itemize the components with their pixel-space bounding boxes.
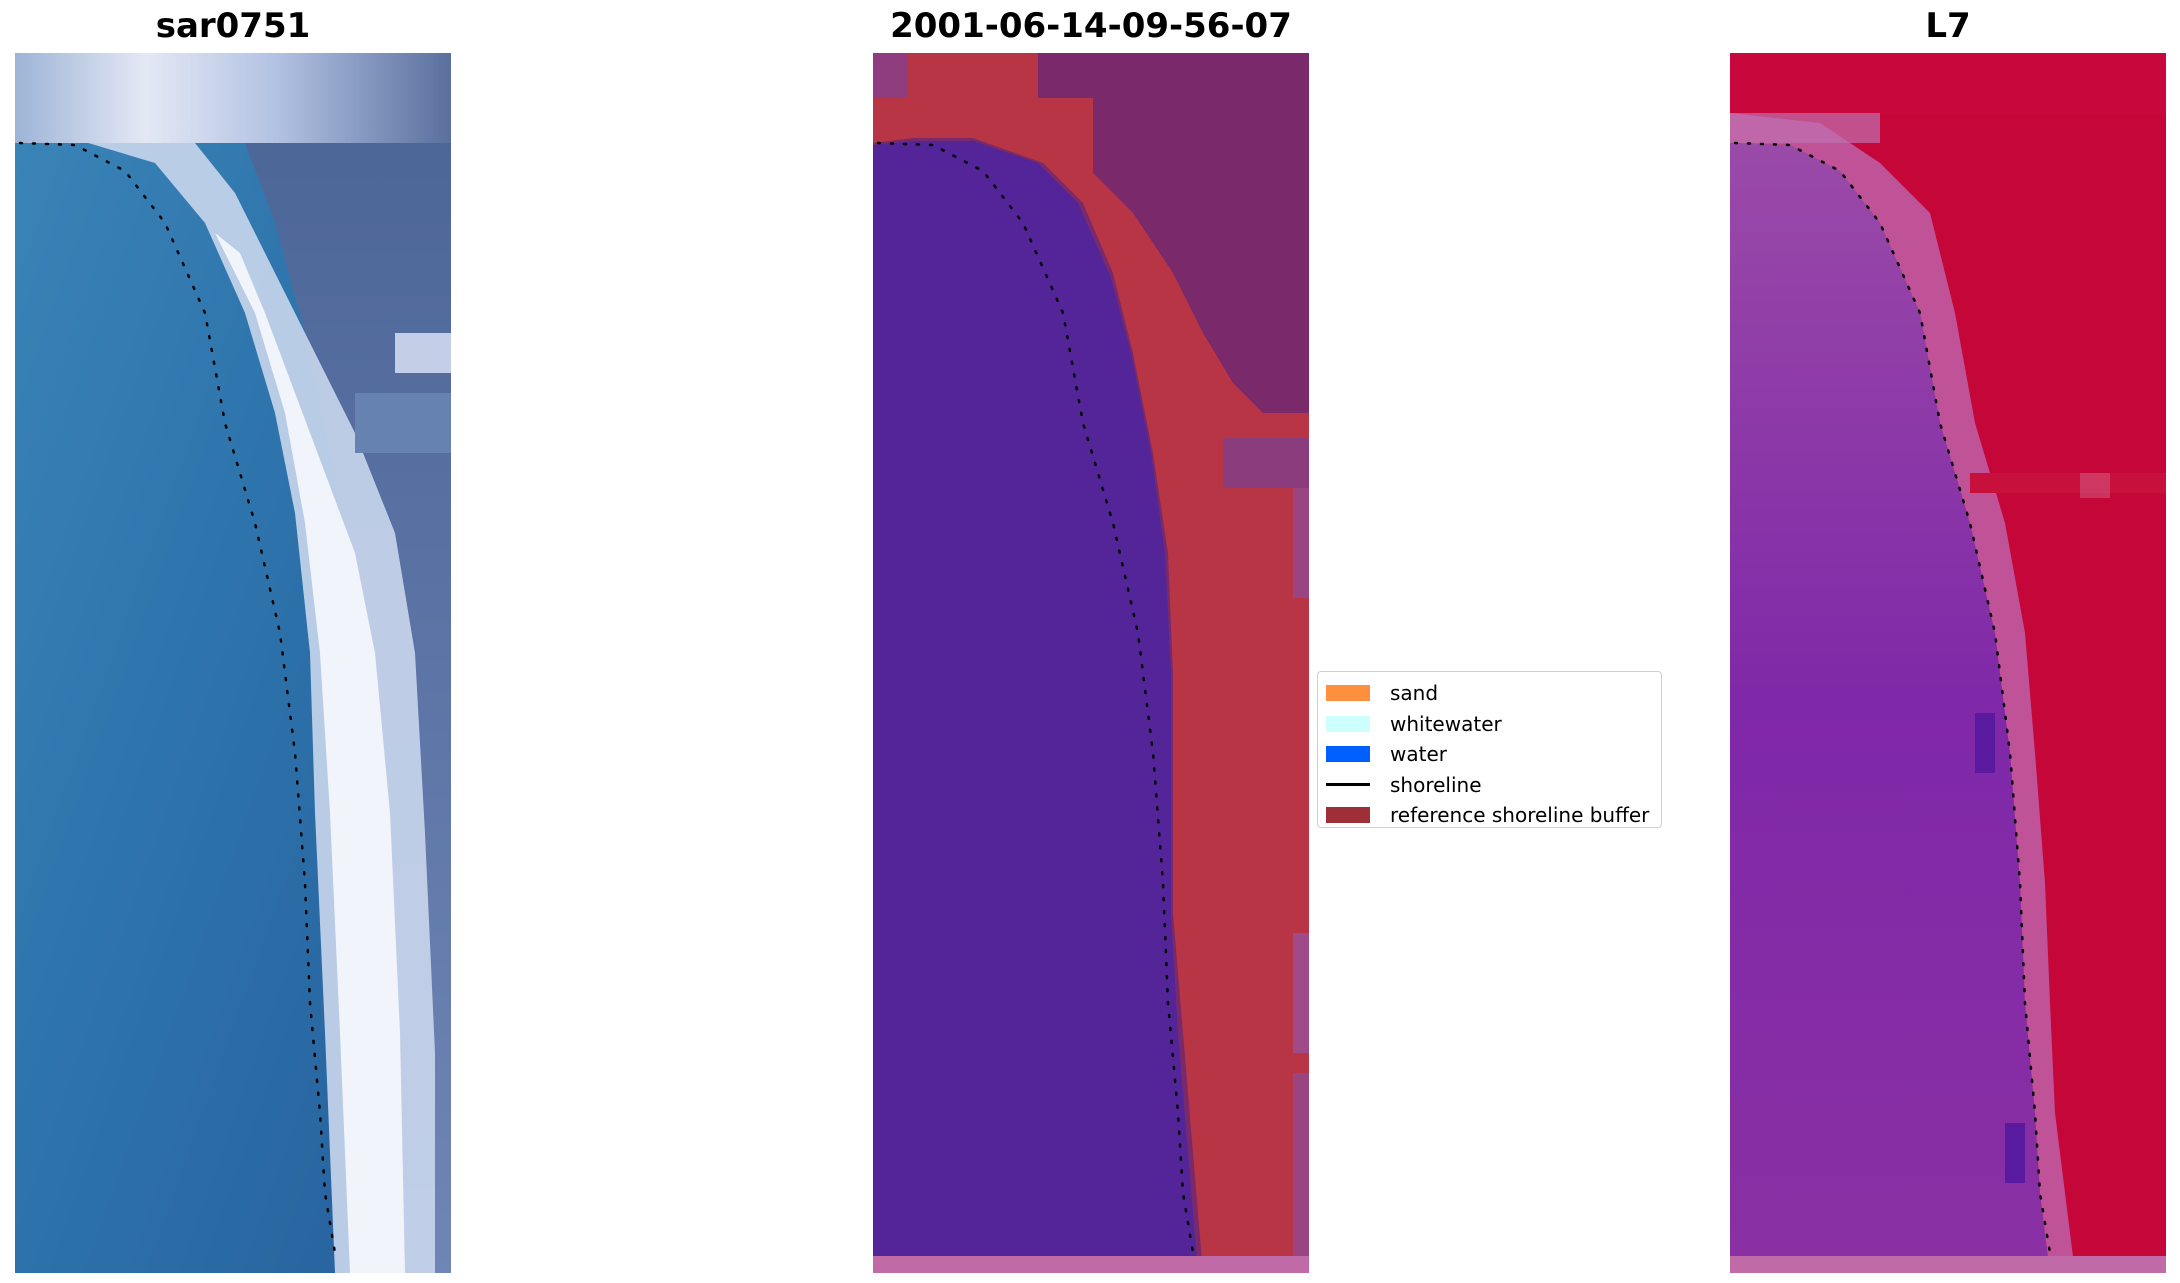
index-shoreline-trace <box>1733 141 2052 1255</box>
classified-shoreline-trace <box>876 141 1195 1255</box>
legend-label: reference shoreline buffer <box>1390 803 1650 828</box>
whitewater-swatch <box>1326 715 1370 732</box>
water-swatch <box>1326 746 1370 763</box>
index-image-panel <box>1730 53 2166 1273</box>
classified-panel-title: 2001-06-14-09-56-07 <box>890 6 1292 46</box>
classified-image <box>873 53 1309 1273</box>
legend-label: shoreline <box>1390 772 1482 797</box>
classified-image-panel <box>873 53 1309 1273</box>
rgb-panel-title: sar0751 <box>155 6 311 46</box>
legend-item-sand: sand <box>1326 678 1661 709</box>
legend-label: water <box>1390 742 1447 767</box>
legend-label: sand <box>1390 681 1439 706</box>
legend-item-whitewater: whitewater <box>1326 709 1661 740</box>
index-panel-title: L7 <box>1925 6 1971 46</box>
legend-label: whitewater <box>1390 711 1502 736</box>
legend-item-reference-buffer: reference shoreline buffer <box>1326 800 1661 831</box>
index-image <box>1730 53 2166 1273</box>
legend: sand whitewater water shoreline referenc… <box>1317 671 1662 828</box>
shoreline-line-swatch <box>1326 783 1370 787</box>
shoreline-trace <box>18 141 337 1255</box>
legend-item-water: water <box>1326 739 1661 770</box>
legend-item-shoreline: shoreline <box>1326 770 1661 801</box>
buffer-swatch <box>1326 807 1370 824</box>
rgb-image-panel <box>15 53 451 1273</box>
rgb-image <box>15 53 451 1273</box>
sand-swatch <box>1326 685 1370 702</box>
